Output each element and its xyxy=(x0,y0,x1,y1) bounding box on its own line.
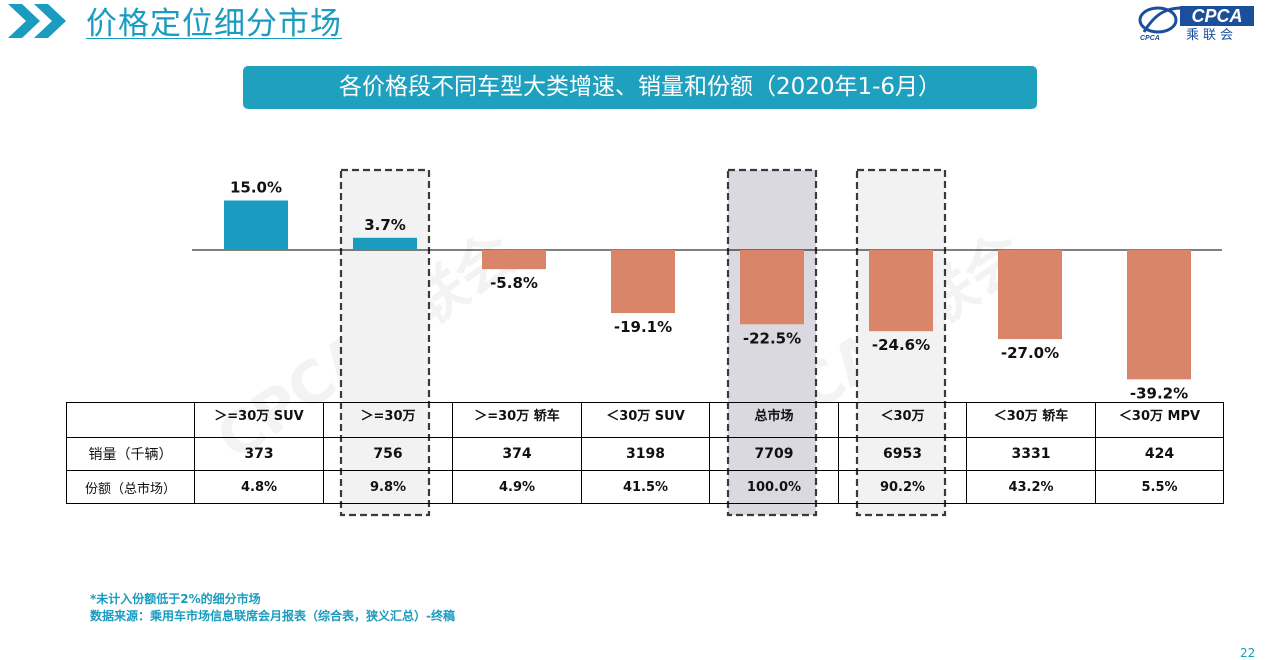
data-label: -39.2% xyxy=(1130,384,1188,402)
logo-subtext: 乘联会 xyxy=(1186,28,1238,43)
page-number: 22 xyxy=(1240,646,1256,660)
table-cell: 3198 xyxy=(581,437,710,471)
table-header-cell: ＞=30万 SUV xyxy=(194,402,324,438)
footnote-line: *未计入份额低于2%的细分市场 xyxy=(90,592,261,606)
data-label: -19.1% xyxy=(614,318,672,336)
data-label: 3.7% xyxy=(364,216,406,234)
data-label: 15.0% xyxy=(230,179,282,197)
source-note: 数据来源：乘用车市场信息联席会月报表（综合表，狭义汇总）-终稿 xyxy=(90,609,455,623)
page-title: 价格定位细分市场 xyxy=(86,6,342,42)
bar xyxy=(869,250,933,332)
table-cell: 100.0% xyxy=(709,470,839,504)
table-cell: 756 xyxy=(323,437,453,471)
table-cell: 43.2% xyxy=(966,470,1096,504)
bar xyxy=(224,200,288,250)
logo-small: CPCA xyxy=(1140,35,1160,42)
table-cell: 3331 xyxy=(966,437,1096,471)
table-header-cell: ＜30万 SUV xyxy=(581,402,710,438)
header-chevron-icon xyxy=(8,4,66,38)
bar xyxy=(353,237,417,250)
table-header-cell xyxy=(66,402,195,438)
cpca-logo-icon: CPCA CPCA xyxy=(1138,6,1254,42)
table-row-sales: 销量（千辆） 373 756 374 3198 7709 6953 3331 4… xyxy=(66,437,1224,471)
data-label: -5.8% xyxy=(490,274,538,292)
table-header-cell: ＜30万 xyxy=(838,402,967,438)
data-label: -22.5% xyxy=(743,329,801,347)
table-header-cell: 总市场 xyxy=(709,402,839,438)
data-table: ＞=30万 SUV ＞=30万 ＞=30万 轿车 ＜30万 SUV 总市场 ＜3… xyxy=(66,402,1224,504)
data-label: -27.0% xyxy=(1001,344,1059,362)
table-cell: 6953 xyxy=(838,437,967,471)
table-cell: 4.8% xyxy=(194,470,324,504)
data-label: -24.6% xyxy=(872,336,930,354)
bar xyxy=(482,250,546,270)
bar xyxy=(740,250,804,325)
table-header-cell: ＜30万 MPV xyxy=(1095,402,1224,438)
table-cell: 90.2% xyxy=(838,470,967,504)
table-cell: 5.5% xyxy=(1095,470,1224,504)
table-header-row: ＞=30万 SUV ＞=30万 ＞=30万 轿车 ＜30万 SUV 总市场 ＜3… xyxy=(66,402,1224,438)
table-cell: 373 xyxy=(194,437,324,471)
table-cell: 9.8% xyxy=(323,470,453,504)
bar xyxy=(1127,250,1191,380)
footnote: *未计入份额低于2%的细分市场 数据来源：乘用车市场信息联席会月报表（综合表，狭… xyxy=(90,591,455,625)
table-header-cell: ＜30万 轿车 xyxy=(966,402,1096,438)
logo-brand: CPCA xyxy=(1191,6,1242,26)
table-cell: 41.5% xyxy=(581,470,710,504)
table-cell: 424 xyxy=(1095,437,1224,471)
chart-banner-title: 各价格段不同车型大类增速、销量和份额（2020年1-6月） xyxy=(243,66,1037,109)
table-cell: 7709 xyxy=(709,437,839,471)
row-label: 销量（千辆） xyxy=(66,437,195,471)
table-header-cell: ＞=30万 xyxy=(323,402,453,438)
table-cell: 374 xyxy=(452,437,582,471)
bar xyxy=(998,250,1062,340)
bar xyxy=(611,250,675,314)
table-row-share: 份额（总市场） 4.8% 9.8% 4.9% 41.5% 100.0% 90.2… xyxy=(66,470,1224,504)
table-header-cell: ＞=30万 轿车 xyxy=(452,402,582,438)
row-label: 份额（总市场） xyxy=(66,470,195,504)
table-cell: 4.9% xyxy=(452,470,582,504)
